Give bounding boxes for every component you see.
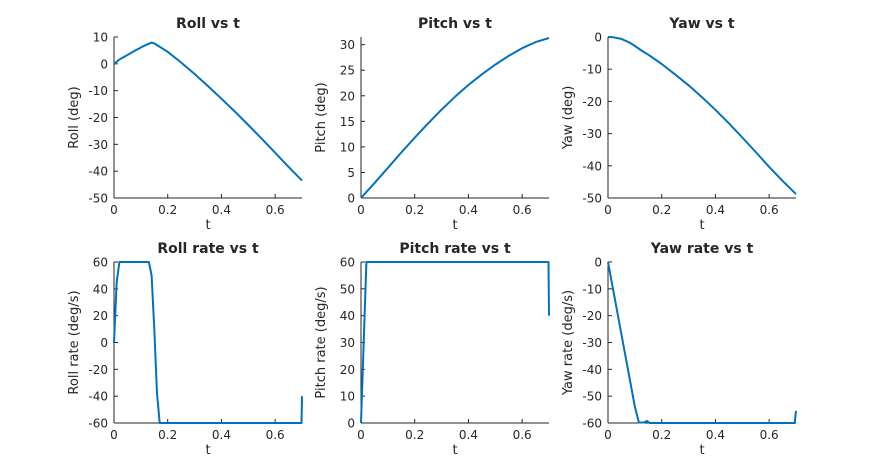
- pitch-vs-t-y-tick-label: 0: [347, 192, 355, 206]
- pitch-rate-vs-t-y-tick-label: 0: [347, 417, 355, 431]
- yaw-vs-t-title: Yaw vs t: [668, 16, 734, 32]
- subplot-pitch-vs-t: 0 0.2 0.4 0.6 0 5 10 15 20 25 30 Pitch vs t t Pitch (…: [314, 16, 550, 233]
- pitch-rate-vs-t-x-tick-label: 0: [357, 428, 365, 442]
- pitch-rate-vs-t-x-tick-label: 0.6: [513, 428, 532, 442]
- pitch-rate-vs-t-title: Pitch rate vs t: [399, 241, 511, 257]
- roll-rate-vs-t-x-tick-label: 0.2: [158, 428, 177, 442]
- pitch-rate-vs-t-y-label: Pitch rate (deg/s): [314, 286, 329, 398]
- yaw-rate-vs-t-x-tick-label: 0.4: [706, 428, 725, 442]
- pitch-vs-t-y-tick-label: 25: [340, 64, 355, 78]
- roll-vs-t-x-label: t: [205, 218, 210, 233]
- roll-rate-vs-t-x-tick-label: 0.4: [212, 428, 231, 442]
- roll-rate-vs-t-x-tick-label: 0.6: [266, 428, 285, 442]
- subplot-pitch-rate-vs-t: 0 0.2 0.4 0.6 0 10 20 30 40 50 60 Pitch rate vs t t P…: [314, 241, 550, 458]
- roll-rate-vs-t-y-label: Roll rate (deg/s): [67, 290, 82, 394]
- yaw-rate-vs-t-y-label: Yaw rate (deg/s): [561, 290, 576, 396]
- subplot-roll-vs-t: 0 0.2 0.4 0.6 -50 -40 -30 -20 -10 0 10 Roll vs t t Ro…: [67, 16, 303, 233]
- yaw-vs-t-y-tick-label: -20: [582, 95, 602, 109]
- yaw-rate-vs-t-x-tick-label: 0.6: [760, 428, 779, 442]
- roll-vs-t-x-tick-label: 0.4: [212, 203, 231, 217]
- pitch-rate-vs-t-y-tick-label: 20: [340, 363, 355, 377]
- yaw-vs-t-y-tick-label: -40: [582, 159, 602, 173]
- pitch-rate-vs-t-y-tick-label: 50: [340, 282, 355, 296]
- roll-vs-t-series-line: [113, 41, 303, 182]
- pitch-rate-vs-t-x-label: t: [452, 443, 457, 458]
- yaw-vs-t-y-tick-label: -50: [582, 192, 602, 206]
- yaw-vs-t-y-tick-label: -30: [582, 127, 602, 141]
- pitch-vs-t-x-tick-label: 0.4: [459, 203, 478, 217]
- roll-vs-t-x-tick-label: 0: [110, 203, 118, 217]
- roll-rate-vs-t-y-tick-label: 60: [93, 256, 108, 270]
- pitch-vs-t-series-line: [360, 37, 550, 199]
- roll-rate-vs-t-y-tick-label: -20: [88, 363, 108, 377]
- yaw-vs-t-x-label: t: [699, 218, 704, 233]
- pitch-vs-t-title: Pitch vs t: [418, 16, 492, 32]
- yaw-rate-vs-t-y-tick-label: -40: [582, 363, 602, 377]
- roll-vs-t-y-tick-label: -40: [88, 165, 108, 179]
- roll-rate-vs-t-x-label: t: [205, 443, 210, 458]
- pitch-vs-t-x-label: t: [452, 218, 457, 233]
- yaw-vs-t-y-tick-label: -10: [582, 63, 602, 77]
- yaw-rate-vs-t-title: Yaw rate vs t: [650, 241, 754, 257]
- yaw-vs-t-x-tick-label: 0.6: [760, 203, 779, 217]
- yaw-rate-vs-t-y-tick-label: 0: [594, 256, 602, 270]
- roll-rate-vs-t-x-tick-label: 0: [110, 428, 118, 442]
- roll-vs-t-y-tick-label: -30: [88, 138, 108, 152]
- yaw-rate-vs-t-y-tick-label: -10: [582, 282, 602, 296]
- pitch-vs-t-y-tick-label: 5: [347, 166, 355, 180]
- pitch-rate-vs-t-y-tick-label: 40: [340, 309, 355, 323]
- yaw-rate-vs-t-x-tick-label: 0.2: [652, 428, 671, 442]
- pitch-vs-t-x-tick-label: 0.2: [405, 203, 424, 217]
- pitch-rate-vs-t-y-tick-label: 30: [340, 336, 355, 350]
- pitch-vs-t-y-tick-label: 15: [340, 115, 355, 129]
- yaw-vs-t-series-line: [607, 36, 797, 195]
- pitch-vs-t-y-tick-label: 30: [340, 38, 355, 52]
- roll-vs-t-y-tick-label: -50: [88, 192, 108, 206]
- subplot-roll-rate-vs-t: 0 0.2 0.4 0.6 -60 -40 -20 0 20 40 60 Roll rate vs t…: [67, 241, 303, 458]
- pitch-vs-t-y-label: Pitch (deg): [314, 82, 329, 152]
- yaw-rate-vs-t-y-tick-label: -30: [582, 336, 602, 350]
- pitch-vs-t-x-tick-label: 0.6: [513, 203, 532, 217]
- pitch-rate-vs-t-series-line: [360, 261, 550, 424]
- roll-rate-vs-t-y-tick-label: -40: [88, 390, 108, 404]
- roll-rate-vs-t-series-line: [113, 261, 303, 424]
- yaw-rate-vs-t-x-label: t: [699, 443, 704, 458]
- roll-vs-t-y-label: Roll (deg): [67, 86, 82, 148]
- yaw-vs-t-x-tick-label: 0.4: [706, 203, 725, 217]
- roll-vs-t-x-tick-label: 0.6: [266, 203, 285, 217]
- yaw-rate-vs-t-y-tick-label: -60: [582, 417, 602, 431]
- roll-rate-vs-t-title: Roll rate vs t: [157, 241, 259, 257]
- pitch-rate-vs-t-y-tick-label: 60: [340, 256, 355, 270]
- subplot-yaw-rate-vs-t: 0 0.2 0.4 0.6 -60 -50 -40 -30 -20 -10 0 Yaw rate vs…: [561, 241, 797, 458]
- roll-vs-t-x-tick-label: 0.2: [158, 203, 177, 217]
- roll-vs-t-y-tick-label: -10: [88, 84, 108, 98]
- roll-rate-vs-t-y-tick-label: 40: [93, 282, 108, 296]
- pitch-rate-vs-t-x-tick-label: 0.4: [459, 428, 478, 442]
- yaw-vs-t-x-tick-label: 0: [604, 203, 612, 217]
- yaw-vs-t-y-tick-label: 0: [594, 31, 602, 45]
- yaw-rate-vs-t-series-line: [607, 261, 797, 424]
- pitch-vs-t-y-tick-label: 10: [340, 140, 355, 154]
- roll-rate-vs-t-y-tick-label: 0: [100, 336, 108, 350]
- yaw-rate-vs-t-y-tick-label: -20: [582, 309, 602, 323]
- yaw-rate-vs-t-x-tick-label: 0: [604, 428, 612, 442]
- subplot-yaw-vs-t: 0 0.2 0.4 0.6 -50 -40 -30 -20 -10 0 Yaw vs t t Yaw (…: [561, 16, 797, 233]
- roll-rate-vs-t-y-tick-label: 20: [93, 309, 108, 323]
- pitch-vs-t-y-tick-label: 20: [340, 89, 355, 103]
- pitch-rate-vs-t-x-tick-label: 0.2: [405, 428, 424, 442]
- roll-vs-t-y-tick-label: -20: [88, 111, 108, 125]
- roll-vs-t-y-tick-label: 0: [100, 57, 108, 71]
- yaw-rate-vs-t-y-tick-label: -50: [582, 390, 602, 404]
- pitch-rate-vs-t-y-tick-label: 10: [340, 390, 355, 404]
- yaw-vs-t-y-label: Yaw (deg): [561, 86, 576, 151]
- roll-rate-vs-t-y-tick-label: -60: [88, 417, 108, 431]
- roll-vs-t-title: Roll vs t: [176, 16, 240, 32]
- pitch-vs-t-x-tick-label: 0: [357, 203, 365, 217]
- yaw-vs-t-x-tick-label: 0.2: [652, 203, 671, 217]
- roll-vs-t-y-tick-label: 10: [93, 31, 108, 45]
